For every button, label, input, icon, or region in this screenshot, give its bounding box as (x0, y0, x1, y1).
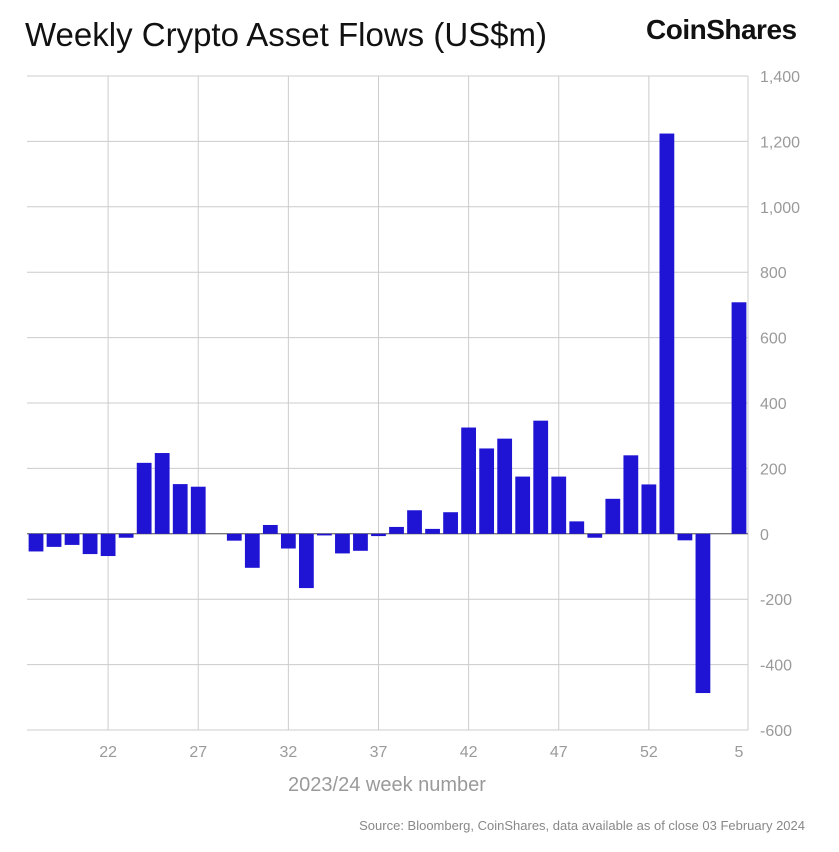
bars (28, 133, 747, 694)
bar-week-46 (533, 420, 549, 534)
chart-title: Weekly Crypto Asset Flows (US$m) (25, 16, 548, 53)
bar-week-45 (515, 476, 531, 534)
bar-week-29 (226, 533, 242, 541)
y-axis-ticks: 1,400 1,200 1,000 800 600 400 200 0 -200 -400 -600 (760, 69, 800, 740)
bar-week-43 (479, 448, 495, 534)
bar-week-52 (641, 484, 657, 534)
bar-week-30 (244, 533, 260, 568)
x-axis-ticks: 22 27 32 37 42 47 52 5 (99, 744, 743, 761)
bar-week-5 (731, 302, 747, 534)
source-note: Source: Bloomberg, CoinShares, data avai… (359, 818, 805, 833)
x-axis-label: 2023/24 week number (288, 774, 486, 796)
bar-week-50 (605, 498, 621, 534)
bar-week-23 (118, 533, 134, 538)
y-tick-label: 600 (760, 331, 787, 348)
y-tick-label: 1,000 (760, 200, 800, 217)
y-tick-label: -400 (760, 658, 792, 675)
bar-week-32 (280, 533, 296, 549)
x-tick-label: 5 (735, 744, 744, 761)
bar-week-33 (298, 533, 314, 589)
y-tick-label: 200 (760, 461, 787, 478)
bar-week-37 (371, 533, 386, 537)
x-tick-label: 32 (279, 744, 297, 761)
y-tick-label: -600 (760, 723, 792, 740)
bar-week-39 (407, 510, 422, 534)
bar-week-44 (497, 438, 513, 534)
bar-week-36 (353, 533, 368, 551)
grid-lines (27, 75, 749, 731)
bar-week-38 (389, 526, 404, 534)
y-tick-label: 0 (760, 527, 769, 544)
x-tick-label: 47 (550, 744, 568, 761)
coinshares-logo: CoinShares (646, 14, 797, 45)
bar-week-35 (335, 533, 350, 554)
bar-week-51 (623, 455, 639, 534)
bar-week-48 (569, 521, 585, 534)
bar-week-47 (551, 476, 567, 534)
bar-week-49 (587, 533, 603, 538)
y-tick-label: 1,400 (760, 69, 800, 86)
x-tick-label: 22 (99, 744, 117, 761)
y-tick-label: -200 (760, 592, 792, 609)
bar-week-41 (443, 512, 458, 534)
bar-week-40 (425, 528, 440, 534)
y-tick-label: 1,200 (760, 134, 800, 151)
bar-week-3 (695, 533, 711, 694)
bar-week-42 (461, 427, 477, 534)
bar-week-22 (100, 533, 116, 557)
x-tick-label: 42 (460, 744, 478, 761)
x-tick-label: 27 (189, 744, 207, 761)
y-tick-label: 400 (760, 396, 787, 413)
bar-week-1 (659, 133, 675, 534)
bar-week-25 (154, 453, 170, 534)
bar-week-19 (46, 533, 62, 547)
bar-week-27 (190, 486, 206, 534)
bar-week-2 (677, 533, 693, 541)
bar-week-20 (64, 533, 80, 545)
bar-week-21 (82, 533, 98, 555)
x-tick-label: 52 (640, 744, 658, 761)
bar-week-34 (317, 533, 332, 536)
bar-week-31 (262, 524, 278, 534)
bar-week-26 (172, 484, 188, 534)
x-tick-label: 37 (370, 744, 388, 761)
bar-week-18 (28, 533, 44, 552)
bar-week-24 (136, 462, 152, 534)
y-tick-label: 800 (760, 265, 787, 282)
